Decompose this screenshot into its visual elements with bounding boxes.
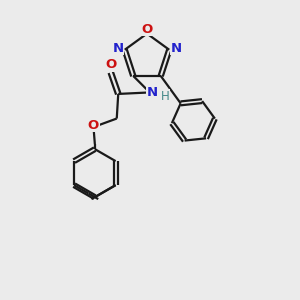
Text: N: N [146,86,158,99]
Text: O: O [141,22,153,36]
Text: N: N [170,42,182,55]
Text: N: N [112,42,124,55]
Text: O: O [88,118,99,132]
Text: H: H [161,89,170,103]
Text: O: O [105,58,116,71]
